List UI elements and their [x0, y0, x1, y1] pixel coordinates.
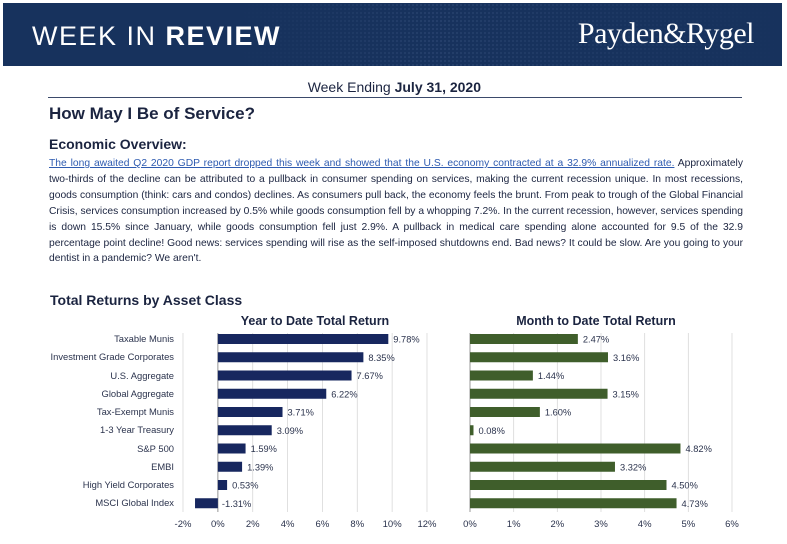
category-label: Taxable Munis: [114, 333, 174, 344]
category-label: S&P 500: [137, 442, 174, 454]
ytd-value-label: 3.09%: [277, 426, 303, 436]
ytd-tick-label: 10%: [383, 519, 403, 530]
mtd-tick-label: 5%: [681, 519, 695, 530]
divider: [48, 97, 742, 98]
mtd-value-label: 1.60%: [545, 408, 571, 418]
article-body: The long awaited Q2 2020 GDP report drop…: [49, 156, 743, 267]
ytd-bar: [217, 352, 364, 363]
ytd-bar: [217, 443, 246, 454]
mtd-value-label: 4.82%: [685, 444, 711, 454]
ytd-value-label: 3.71%: [288, 408, 314, 418]
ytd-bar: [217, 334, 389, 344]
mtd-bar: [470, 388, 608, 399]
ytd-value-label: 1.59%: [251, 444, 277, 454]
chart-section-title: Total Returns by Asset Class: [50, 292, 243, 308]
mtd-value-label: 2.47%: [583, 335, 609, 345]
mtd-bar: [470, 425, 474, 436]
mtd-bar: [470, 498, 677, 509]
ytd-bar: [217, 407, 283, 417]
ytd-chart-title: Year to Date Total Return: [240, 314, 390, 328]
ytd-bar: [195, 498, 218, 509]
mtd-tick-label: 2%: [550, 519, 564, 530]
mtd-value-label: 1.44%: [538, 371, 564, 381]
ytd-bar: [217, 461, 243, 472]
mtd-value-label: 3.15%: [613, 389, 639, 399]
mtd-tick-label: 0%: [463, 519, 477, 530]
mtd-tick-label: 4%: [638, 519, 652, 530]
mtd-bar: [470, 461, 615, 472]
category-label: Investment Grade Corporates: [50, 351, 175, 363]
category-label: High Yield Corporates: [82, 479, 174, 490]
category-label: EMBI: [151, 460, 174, 472]
mtd-bar: [470, 352, 608, 363]
ytd-bar-chart: -2% 0% 2% 4% 6% 8% 10% 12% 9.78% 8.35% 7.67%6.22% 3…: [175, 333, 437, 530]
ytd-bar: [217, 425, 272, 436]
mtd-tick-label: 1%: [507, 519, 521, 530]
gdp-report-link[interactable]: The long awaited Q2 2020 GDP report drop…: [49, 158, 675, 169]
ytd-tick-label: 2%: [246, 519, 260, 530]
ytd-bar: [217, 388, 327, 399]
ytd-value-label: 8.35%: [368, 353, 394, 363]
mtd-value-label: 0.08%: [478, 426, 504, 436]
section-subhead: Economic Overview:: [49, 136, 187, 152]
ytd-value-label: 7.67%: [357, 371, 383, 381]
mtd-chart-title: Month to Date Total Return: [516, 314, 676, 328]
mtd-value-label: 4.73%: [682, 499, 708, 509]
ytd-value-label: 6.22%: [331, 389, 357, 399]
ytd-tick-label: 8%: [350, 519, 364, 530]
ytd-bar: [217, 370, 352, 381]
week-date: July 31, 2020: [394, 79, 481, 95]
ytd-value-label: 9.78%: [393, 335, 419, 345]
company-logo: Payden&Rygel: [577, 17, 755, 50]
ytd-tick-label: 4%: [281, 519, 295, 530]
ytd-tick-label: 6%: [316, 519, 330, 530]
newsletter-title: WEEK IN REVIEW: [32, 21, 282, 51]
category-label: Tax-Exempt Munis: [96, 406, 174, 417]
mtd-value-label: 4.50%: [672, 481, 698, 491]
mtd-value-label: 3.32%: [620, 462, 646, 472]
ytd-value-label: -1.31%: [222, 499, 251, 509]
mtd-bar: [470, 334, 578, 344]
ytd-value-label: 0.53%: [232, 481, 258, 491]
mtd-bar-chart: 0% 1% 2% 3% 4% 5% 6% 2.47% 3.16% 1.44% 3.15% 1.60% 0…: [463, 333, 739, 530]
mtd-bar: [470, 443, 681, 454]
category-label: U.S. Aggregate: [110, 369, 174, 381]
article-title: How May I Be of Service?: [49, 104, 255, 123]
category-label: MSCI Global Index: [95, 497, 174, 509]
ytd-tick-label: 0%: [211, 519, 225, 530]
mtd-bar: [470, 370, 533, 381]
article-body-text: Approximately two-thirds of the decline …: [49, 158, 743, 265]
category-label: 1-3 Year Treasury: [100, 424, 174, 436]
week-ending: Week Ending July 31, 2020: [307, 79, 481, 95]
ytd-bar: [217, 480, 228, 490]
mtd-bar: [470, 407, 540, 417]
category-label: Global Aggregate: [101, 387, 174, 399]
mtd-value-label: 3.16%: [613, 353, 639, 363]
header-banner: WEEK IN REVIEW Payden&Rygel: [3, 3, 782, 66]
banner-shade: [3, 3, 782, 66]
mtd-tick-label: 6%: [725, 519, 739, 530]
ytd-value-label: 1.39%: [247, 462, 273, 472]
ytd-tick-label: 12%: [417, 519, 437, 530]
ytd-tick-label: -2%: [175, 519, 192, 530]
mtd-tick-label: 3%: [594, 519, 608, 530]
mtd-bar: [470, 480, 667, 490]
